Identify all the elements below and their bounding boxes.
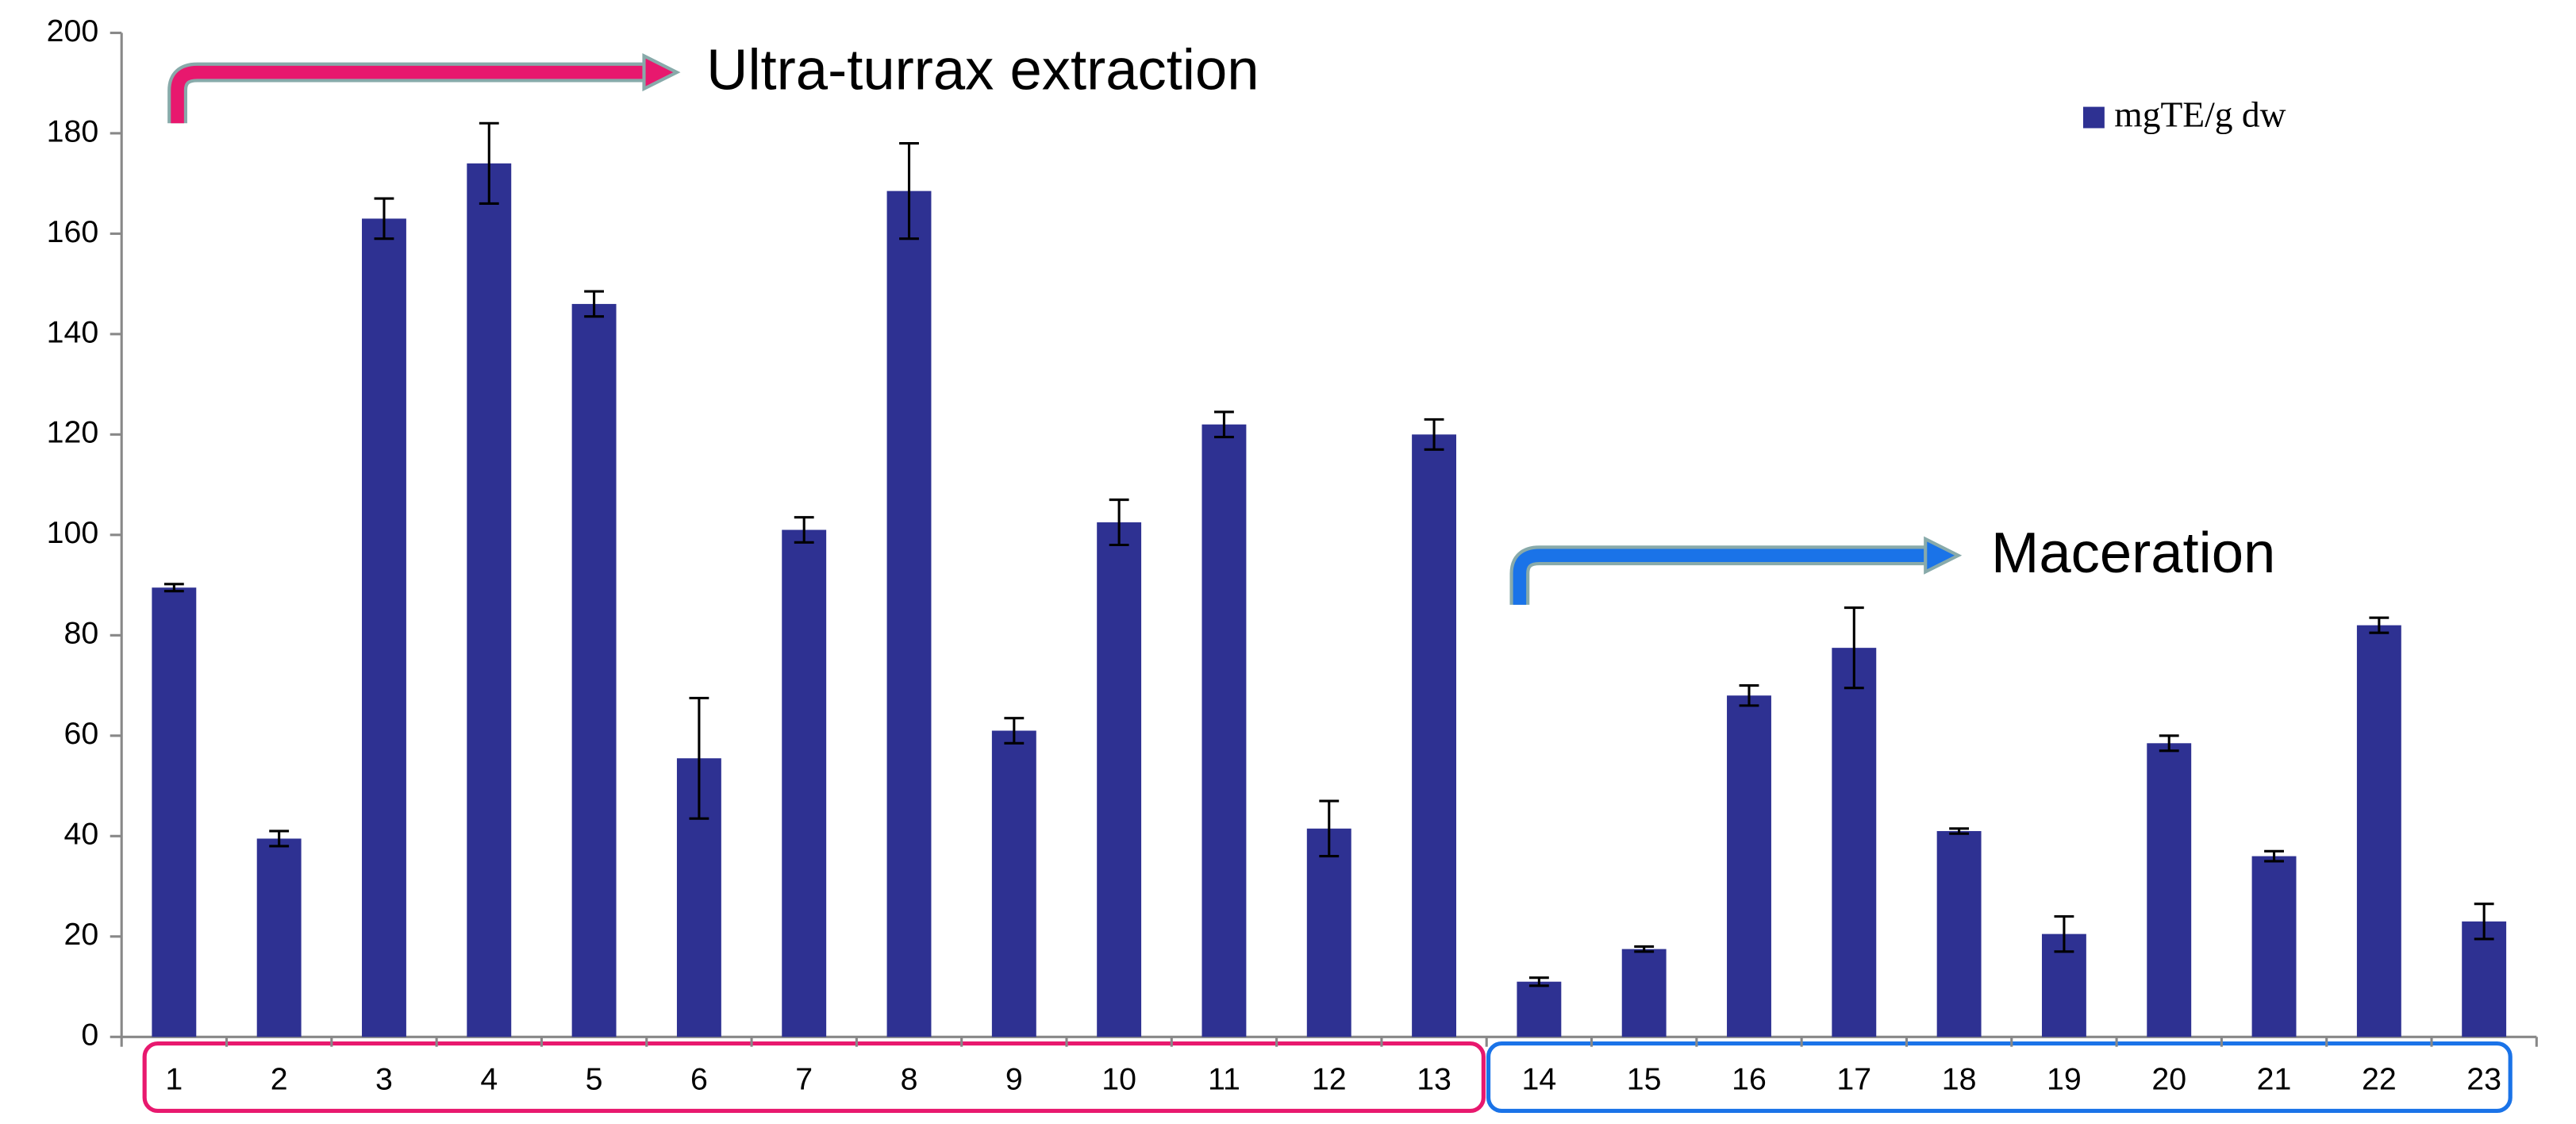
x-tick-label: 3 xyxy=(375,1062,393,1097)
bar xyxy=(2356,625,2401,1037)
y-tick-label: 180 xyxy=(47,114,99,148)
bar xyxy=(1727,695,1771,1037)
y-tick-label: 40 xyxy=(63,817,98,852)
bar xyxy=(991,730,1036,1037)
bar xyxy=(362,218,406,1037)
x-tick-label: 8 xyxy=(901,1062,918,1097)
x-tick-label: 19 xyxy=(2047,1062,2082,1097)
x-tick-label: 1 xyxy=(165,1062,183,1097)
x-tick-label: 20 xyxy=(2151,1062,2186,1097)
error-bar xyxy=(2474,903,2494,941)
annotation: Ultra-turrax extraction xyxy=(706,37,1259,102)
bar xyxy=(2462,921,2507,1037)
arrow xyxy=(167,53,681,124)
legend-swatch xyxy=(2082,106,2105,129)
bar xyxy=(2147,743,2192,1037)
bar xyxy=(1306,828,1351,1037)
error-bar xyxy=(479,121,499,205)
bar xyxy=(886,191,932,1037)
error-bar xyxy=(689,696,709,820)
x-tick-label: 6 xyxy=(690,1062,708,1097)
x-tick-label: 13 xyxy=(1417,1062,1451,1097)
bar xyxy=(1832,648,1877,1037)
y-tick-label: 20 xyxy=(63,917,98,952)
legend-label: mgTE/g dw xyxy=(2114,94,2286,135)
x-tick-label: 21 xyxy=(2257,1062,2292,1097)
y-tick-label: 120 xyxy=(47,415,99,450)
error-bar xyxy=(1109,498,1129,547)
error-bar xyxy=(1004,717,1025,745)
annotation: Maceration xyxy=(1991,521,2275,585)
bar xyxy=(1412,434,1457,1037)
error-bar xyxy=(1739,684,1759,707)
x-tick-label: 7 xyxy=(795,1062,813,1097)
bar xyxy=(1621,949,1667,1037)
bar xyxy=(1201,424,1247,1037)
y-tick-label: 100 xyxy=(47,515,99,550)
bar xyxy=(1936,830,1982,1037)
bar xyxy=(1517,981,1562,1037)
x-tick-label: 9 xyxy=(1005,1062,1023,1097)
x-tick-label: 12 xyxy=(1312,1062,1347,1097)
x-tick-label: 11 xyxy=(1208,1062,1240,1097)
error-bar xyxy=(1214,410,1234,439)
error-bar xyxy=(899,141,919,241)
error-bar xyxy=(1844,606,1864,690)
error-bar xyxy=(584,290,605,318)
bar xyxy=(256,838,302,1037)
error-bar xyxy=(2369,616,2390,634)
group-box xyxy=(142,1041,1486,1114)
group-box xyxy=(1486,1041,2513,1114)
x-tick-label: 10 xyxy=(1102,1062,1136,1097)
y-tick-label: 60 xyxy=(63,716,98,751)
x-tick-label: 16 xyxy=(1732,1062,1767,1097)
error-bar xyxy=(2054,914,2074,953)
x-tick-label: 4 xyxy=(480,1062,498,1097)
bar xyxy=(2251,856,2297,1037)
x-tick-label: 5 xyxy=(586,1062,603,1097)
error-bar xyxy=(269,830,290,848)
error-bar xyxy=(1634,945,1655,953)
x-tick-label: 18 xyxy=(1942,1062,1977,1097)
error-bar xyxy=(163,583,184,593)
x-tick-label: 17 xyxy=(1836,1062,1871,1097)
x-tick-label: 15 xyxy=(1627,1062,1662,1097)
x-tick-label: 22 xyxy=(2362,1062,2397,1097)
error-bar xyxy=(2264,849,2284,863)
bar xyxy=(571,303,617,1037)
bar xyxy=(152,587,197,1037)
bar xyxy=(782,529,827,1037)
error-bar xyxy=(1424,418,1444,451)
y-tick-label: 200 xyxy=(47,13,99,48)
x-tick-label: 2 xyxy=(271,1062,288,1097)
y-tick-label: 160 xyxy=(47,214,99,249)
y-tick-label: 0 xyxy=(81,1018,98,1053)
error-bar xyxy=(1319,799,1340,858)
x-tick-label: 23 xyxy=(2466,1062,2501,1097)
y-tick-label: 140 xyxy=(47,314,99,349)
y-tick-label: 80 xyxy=(63,616,98,651)
error-bar xyxy=(374,197,394,241)
x-tick-label: 14 xyxy=(1521,1062,1556,1097)
bar xyxy=(467,163,512,1037)
error-bar xyxy=(794,516,814,544)
error-bar xyxy=(1949,827,1970,835)
error-bar xyxy=(2159,734,2179,753)
error-bar xyxy=(1528,976,1549,987)
arrow xyxy=(1509,536,1963,605)
bar xyxy=(1097,522,1142,1037)
